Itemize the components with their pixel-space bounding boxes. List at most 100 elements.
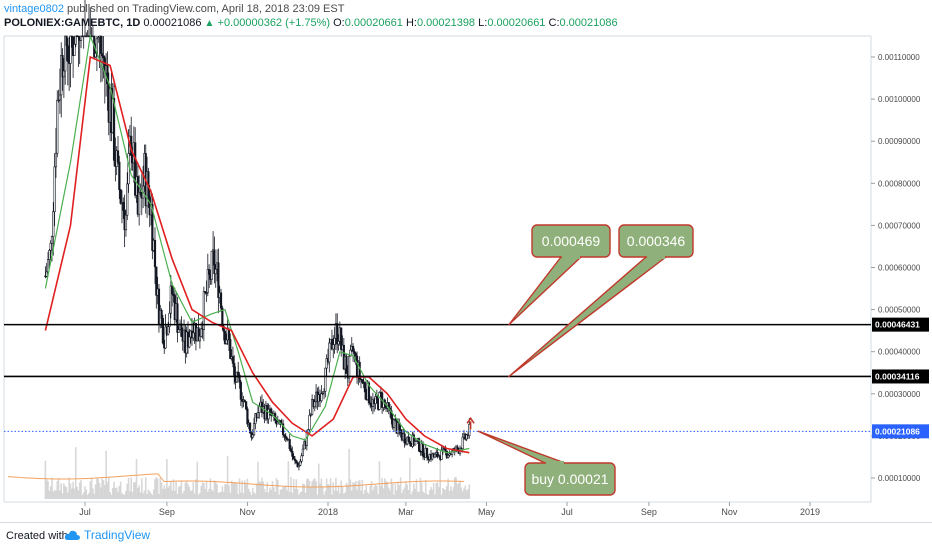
moving-averages bbox=[44, 33, 470, 454]
candle bbox=[440, 446, 443, 460]
volume-bar bbox=[222, 491, 225, 499]
candle-body bbox=[313, 401, 316, 408]
candle-body bbox=[270, 408, 273, 416]
candle bbox=[374, 393, 377, 410]
volume-bar bbox=[381, 478, 383, 499]
volume-bar bbox=[65, 487, 68, 499]
candle bbox=[62, 58, 65, 98]
callout[interactable]: 0.000346 bbox=[508, 224, 694, 378]
candle-body bbox=[447, 455, 450, 458]
candle-body bbox=[412, 434, 415, 446]
y-tick-label: 0.00030000 bbox=[878, 390, 921, 399]
volume-bar bbox=[378, 461, 381, 499]
volume-bar bbox=[409, 458, 411, 499]
candle bbox=[289, 445, 293, 453]
cloud-icon bbox=[64, 530, 80, 540]
volume-bar bbox=[144, 477, 147, 499]
volume-bar bbox=[213, 480, 216, 499]
price-tag-bg bbox=[872, 369, 929, 384]
volume-bar bbox=[106, 482, 109, 499]
horizontal-lines[interactable]: 0.00046431 0.00034116 0.00021086 bbox=[4, 317, 929, 439]
volume-bar bbox=[88, 493, 90, 499]
volume-bar bbox=[284, 485, 287, 499]
candle-body bbox=[283, 434, 286, 437]
volume-bar bbox=[337, 485, 340, 499]
candle bbox=[164, 314, 167, 350]
x-tick-label: May bbox=[478, 507, 496, 517]
price-change: +0.00000362 (+1.75%) bbox=[217, 17, 331, 29]
volume-bar bbox=[444, 489, 447, 499]
candle-body bbox=[246, 408, 249, 425]
candle-body bbox=[161, 318, 165, 344]
candle-body bbox=[124, 214, 128, 231]
volume-bar bbox=[450, 486, 452, 499]
volume-bar bbox=[368, 493, 370, 499]
volume-bar bbox=[160, 482, 163, 499]
tradingview-brand[interactable]: TradingView bbox=[64, 528, 150, 542]
callout[interactable]: buy 0.00021 bbox=[477, 430, 616, 496]
annotations[interactable]: 0.000469 0.000346 buy 0.00021 bbox=[466, 224, 694, 496]
volume-bar bbox=[137, 487, 139, 499]
candle bbox=[153, 227, 157, 284]
candle bbox=[330, 329, 334, 351]
candle bbox=[243, 399, 246, 403]
volume-bar bbox=[418, 491, 420, 499]
up-arrow-icon[interactable] bbox=[466, 416, 475, 430]
volume-bar bbox=[420, 482, 423, 499]
volume-bar bbox=[399, 477, 402, 499]
volume-bar bbox=[175, 481, 177, 499]
volume-bar bbox=[251, 487, 254, 499]
candle-body bbox=[48, 250, 51, 260]
candle-body bbox=[217, 262, 220, 298]
callout[interactable]: 0.000469 bbox=[508, 224, 611, 326]
candle-body bbox=[369, 402, 372, 405]
author-link[interactable]: vintage0802 bbox=[4, 3, 64, 15]
volume-bar bbox=[70, 488, 73, 499]
volume-bar bbox=[395, 490, 398, 499]
price-chart[interactable]: 0.000100000.000200000.000300000.00040000… bbox=[0, 0, 932, 522]
volume-bar bbox=[214, 481, 217, 499]
candle-body bbox=[363, 382, 367, 393]
last-price: 0.00021086 bbox=[143, 17, 202, 29]
candle-body bbox=[208, 269, 211, 275]
candle bbox=[126, 172, 129, 221]
candle-body bbox=[219, 292, 223, 309]
volume-bar bbox=[452, 487, 455, 499]
candle bbox=[345, 353, 348, 374]
y-tick-label: 0.00110000 bbox=[878, 53, 920, 62]
candle-body bbox=[223, 331, 227, 344]
volume-bar bbox=[280, 489, 283, 499]
candle-body bbox=[461, 436, 464, 449]
volume-bar bbox=[435, 482, 438, 499]
candle-body bbox=[58, 94, 62, 101]
volume-bar bbox=[389, 490, 391, 499]
candle-body bbox=[200, 328, 203, 337]
publish-text: published on TradingView.com, April 18, … bbox=[63, 3, 345, 15]
volume-bar bbox=[439, 450, 442, 499]
volume-bar bbox=[463, 488, 465, 499]
volume-bar bbox=[181, 493, 184, 499]
volume-bar bbox=[86, 494, 89, 499]
candle bbox=[336, 313, 339, 354]
volume-bar bbox=[460, 487, 463, 499]
candle bbox=[447, 454, 450, 459]
candle-body bbox=[289, 448, 293, 452]
volume-bar bbox=[185, 480, 188, 499]
candle-body bbox=[112, 97, 116, 161]
candle bbox=[284, 432, 287, 442]
volume-bar bbox=[426, 493, 428, 499]
candle bbox=[254, 413, 257, 430]
candle-body bbox=[155, 266, 158, 296]
candle-body bbox=[229, 339, 232, 359]
up-triangle-icon: ▲ bbox=[204, 18, 215, 29]
volume-bar bbox=[329, 478, 332, 499]
volume-bar bbox=[451, 490, 453, 499]
volume-bar bbox=[210, 489, 213, 499]
callout-joint bbox=[647, 255, 665, 259]
candle bbox=[353, 348, 356, 363]
candle-body bbox=[433, 453, 437, 458]
candle-body bbox=[167, 326, 170, 335]
volume-bar bbox=[81, 494, 84, 499]
volume-bar bbox=[246, 478, 249, 499]
candle-body bbox=[414, 441, 417, 446]
